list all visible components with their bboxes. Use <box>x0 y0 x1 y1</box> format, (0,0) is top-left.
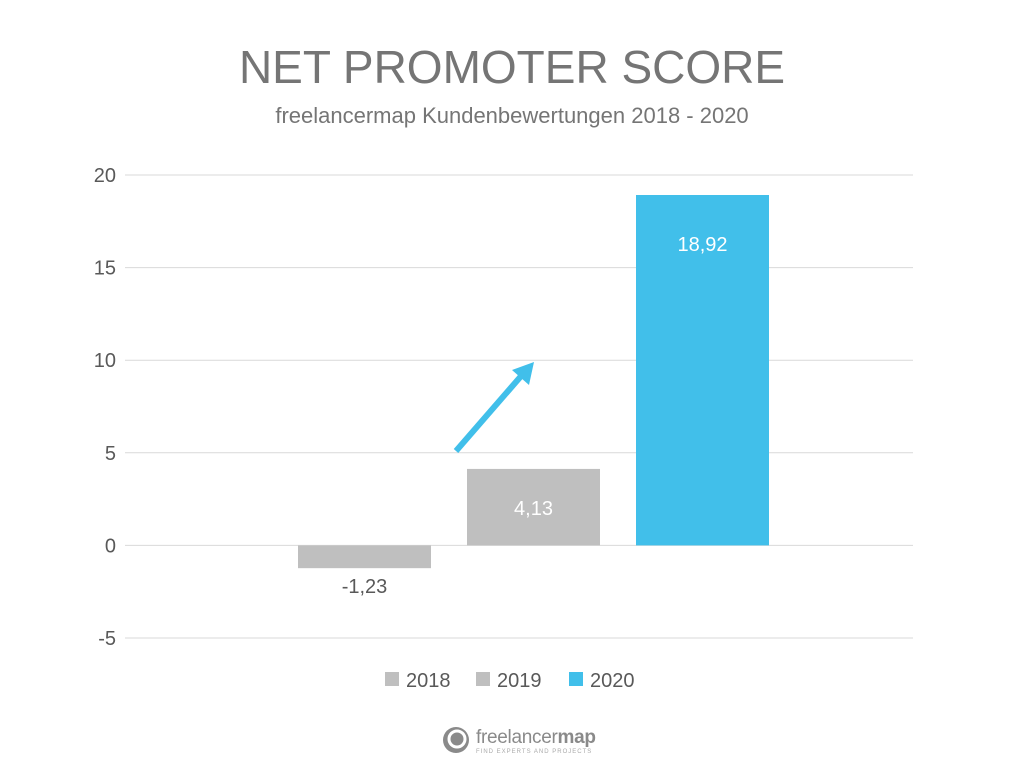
trend-arrow-shaft <box>453 373 525 453</box>
y-tick-label: 15 <box>94 258 116 280</box>
legend-swatch-2020 <box>569 672 583 686</box>
logo-tagline: FIND EXPERTS AND PROJECTS <box>476 748 593 755</box>
legend-label-2018: 2018 <box>406 670 451 692</box>
logo-icon <box>443 727 469 753</box>
bar-2020 <box>636 195 769 546</box>
y-tick-label: -5 <box>98 628 116 650</box>
data-label-2019: 4,13 <box>514 498 553 520</box>
legend-label-2019: 2019 <box>497 670 542 692</box>
bar-2019 <box>467 468 600 546</box>
y-tick-label: 0 <box>105 535 116 557</box>
chart-title: NET PROMOTER SCORE <box>238 41 786 93</box>
logo-wordmark: freelancermap FIND EXPERTS AND PROJECTS <box>476 727 596 756</box>
legend-swatch-2018 <box>385 672 399 686</box>
chart-subtitle: freelancermap Kundenbewertungen 2018 - 2… <box>275 103 749 128</box>
bar-2018 <box>298 545 431 569</box>
y-tick-label: 20 <box>94 165 116 187</box>
freelancermap-logo: freelancermap FIND EXPERTS AND PROJECTS <box>440 724 596 758</box>
data-label-2020: 18,92 <box>677 234 727 256</box>
y-tick-label: 5 <box>105 443 116 465</box>
trend-arrow-head <box>512 362 534 385</box>
logo-text: freelancermap <box>476 726 596 748</box>
data-label-2018: -1,23 <box>342 576 388 598</box>
legend-swatch-2019 <box>476 672 490 686</box>
legend-label-2020: 2020 <box>590 670 635 692</box>
y-tick-label: 10 <box>94 350 116 372</box>
